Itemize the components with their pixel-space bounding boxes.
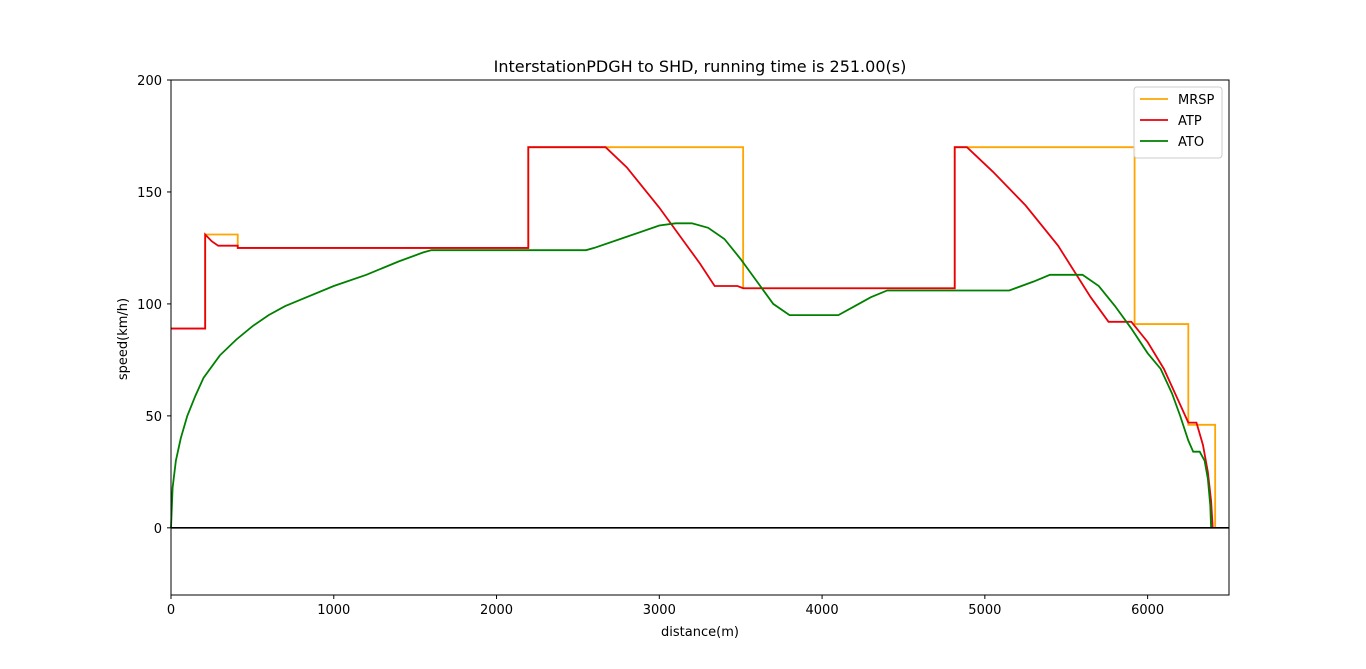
series-line-mrsp xyxy=(171,146,1217,528)
legend: MRSP ATP ATO xyxy=(1133,86,1223,159)
y-tick-label: 150 xyxy=(137,186,162,201)
x-tick-label: 2000 xyxy=(480,603,513,618)
y-tick-label: 50 xyxy=(145,410,162,425)
y-tick-label: 200 xyxy=(137,74,162,89)
legend-label-ato: ATO xyxy=(1178,135,1204,150)
x-tick-label: 6000 xyxy=(1131,603,1164,618)
y-axis-label: speed(km/h) xyxy=(116,298,131,380)
plot-frame xyxy=(170,79,1230,596)
x-tick-label: 1000 xyxy=(317,603,350,618)
y-tick-label: 0 xyxy=(154,522,162,537)
x-tick-label: 0 xyxy=(167,603,175,618)
x-tick-label: 4000 xyxy=(806,603,839,618)
series-line-ato xyxy=(170,222,1212,528)
axes-layer: 0 1000 2000 3000 4000 5000 6000 0 50 100 150 200 xyxy=(137,74,1230,618)
series-layer xyxy=(170,146,1217,528)
x-tick-label: 5000 xyxy=(968,603,1001,618)
series-line-atp xyxy=(171,146,1214,528)
x-axis-label: distance(m) xyxy=(661,625,739,640)
x-tick-label: 3000 xyxy=(643,603,676,618)
y-tick-label: 100 xyxy=(137,298,162,313)
chart-title: InterstationPDGH to SHD, running time is… xyxy=(494,57,907,76)
legend-label-atp: ATP xyxy=(1178,114,1202,129)
legend-label-mrsp: MRSP xyxy=(1178,93,1215,108)
